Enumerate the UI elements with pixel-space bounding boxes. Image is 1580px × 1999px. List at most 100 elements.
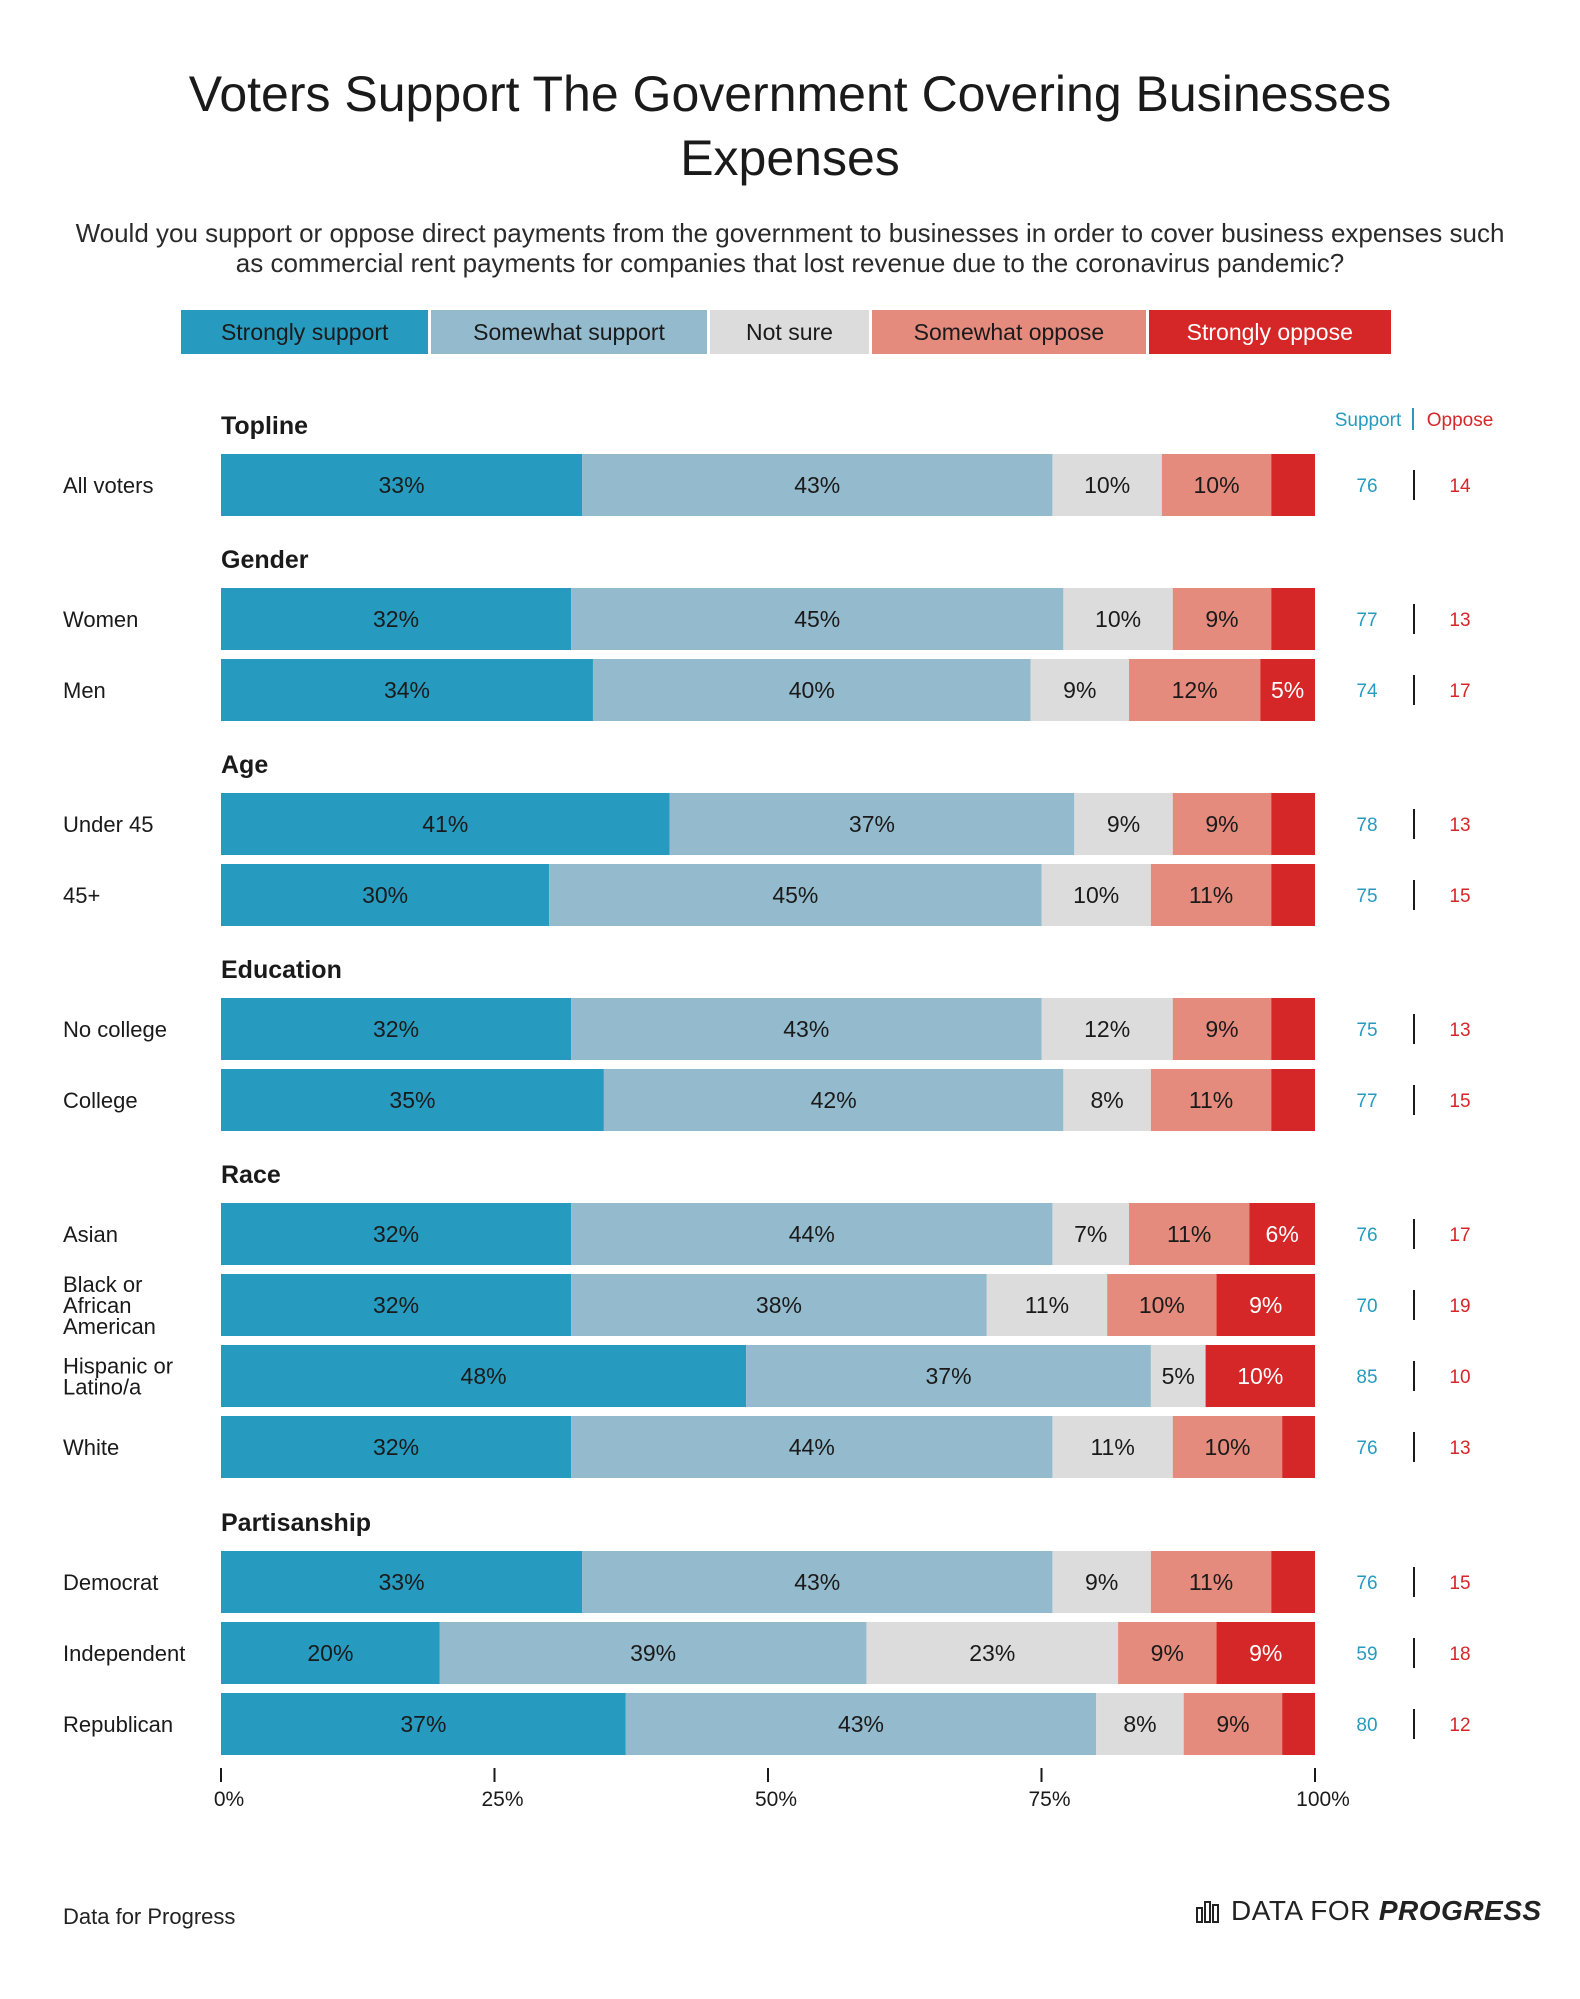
data-label: 30% [362, 882, 408, 908]
data-label: 9% [1216, 1711, 1249, 1737]
data-label: 9% [1085, 1569, 1118, 1595]
oppose-value: 12 [1449, 1715, 1470, 1736]
data-label: 40% [789, 677, 835, 703]
group-heading: Partisanship [221, 1509, 371, 1537]
data-label: 11% [1189, 1087, 1233, 1113]
row-separator [1413, 880, 1415, 910]
data-label: 11% [1167, 1221, 1211, 1247]
bar-segment [1172, 1416, 1283, 1478]
support-value: 77 [1356, 1091, 1377, 1112]
row-separator [1413, 1361, 1415, 1391]
bar-segment [221, 998, 572, 1060]
bar-segment [592, 659, 1031, 721]
row-label: American [63, 1314, 156, 1339]
row-separator [1413, 809, 1415, 839]
bar-segment [1271, 588, 1315, 650]
oppose-value: 15 [1449, 886, 1470, 907]
data-label: 9% [1249, 1640, 1282, 1666]
x-tick-label: 0% [214, 1788, 244, 1811]
oppose-value: 17 [1449, 681, 1470, 702]
data-label: 8% [1091, 1087, 1124, 1113]
data-label: 10% [1073, 882, 1119, 908]
data-label: 44% [789, 1221, 835, 1247]
support-value: 74 [1356, 681, 1378, 702]
row-label: Independent [63, 1641, 185, 1666]
x-tick [220, 1768, 222, 1782]
data-label: 32% [373, 1292, 419, 1318]
bar-segment [1249, 1203, 1315, 1265]
data-label: 10% [1084, 472, 1130, 498]
bar-segment [221, 1416, 572, 1478]
bar-segment [549, 864, 1042, 926]
bar-segment [1271, 1551, 1315, 1613]
data-label: 9% [1107, 811, 1140, 837]
data-label: 32% [373, 606, 419, 632]
row-label: Asian [63, 1222, 118, 1247]
brand-logo: DATA FOR PROGRESS [1195, 1895, 1542, 1927]
row-label: Democrat [63, 1570, 158, 1595]
group-heading: Topline [221, 412, 308, 440]
header-separator [1412, 408, 1414, 430]
bar-segment [746, 1345, 1151, 1407]
bar-segment [1052, 1203, 1130, 1265]
bar-segment [1129, 1203, 1250, 1265]
support-value: 77 [1356, 610, 1377, 631]
oppose-header: Oppose [1427, 410, 1494, 431]
row-separator [1413, 1638, 1415, 1668]
row-separator [1413, 470, 1415, 500]
bar-segment [1052, 454, 1162, 516]
row-label: Hispanic or [63, 1354, 173, 1379]
data-label: 10% [1095, 606, 1141, 632]
data-label: 48% [461, 1363, 507, 1389]
support-value: 76 [1356, 476, 1377, 497]
legend-item: Not sure [709, 310, 870, 354]
data-label: 5% [1162, 1363, 1195, 1389]
bar-segment [221, 1693, 626, 1755]
legend-item: Somewhat oppose [872, 310, 1146, 354]
oppose-value: 10 [1449, 1367, 1470, 1388]
data-label: 43% [794, 472, 840, 498]
bar-segment [603, 1069, 1064, 1131]
data-label: 37% [925, 1363, 971, 1389]
bar-segment [221, 1274, 572, 1336]
bar-segment [1096, 1693, 1184, 1755]
bar-segment [1282, 1416, 1315, 1478]
data-label: 37% [400, 1711, 446, 1737]
support-value: 76 [1356, 1573, 1377, 1594]
data-label: 32% [373, 1016, 419, 1042]
row-label: White [63, 1435, 119, 1460]
bar-segment [1271, 998, 1315, 1060]
data-label: 10% [1139, 1292, 1185, 1318]
support-value: 76 [1356, 1225, 1377, 1246]
bar-segment [1063, 588, 1173, 650]
oppose-value: 13 [1449, 610, 1470, 631]
data-label: 10% [1204, 1434, 1250, 1460]
data-label: 43% [794, 1569, 840, 1595]
bar-segment [571, 1274, 987, 1336]
oppose-value: 13 [1449, 815, 1470, 836]
data-label: 39% [630, 1640, 676, 1666]
oppose-value: 19 [1449, 1296, 1470, 1317]
support-value: 80 [1356, 1715, 1377, 1736]
support-value: 85 [1356, 1367, 1377, 1388]
bar-segment [1074, 793, 1173, 855]
row-separator [1413, 1219, 1415, 1249]
x-tick [493, 1768, 496, 1782]
row-label: Women [63, 607, 138, 632]
data-label: 23% [969, 1640, 1015, 1666]
legend-item: Somewhat support [431, 310, 707, 354]
oppose-value: 14 [1449, 476, 1471, 497]
legend: Strongly support Somewhat support Not sure… [181, 310, 1394, 354]
row-separator [1413, 1432, 1415, 1462]
row-label: African [63, 1293, 131, 1318]
x-tick-label: 75% [1028, 1788, 1070, 1811]
bar-segment [1183, 1693, 1283, 1755]
support-header: Support [1335, 410, 1402, 431]
group-heading: Age [221, 751, 268, 779]
row-separator [1413, 1085, 1415, 1115]
chart-subtitle: Would you support or oppose direct payme… [75, 218, 1505, 278]
data-label: 41% [422, 811, 468, 837]
bar-segment [1129, 659, 1261, 721]
x-tick-label: 25% [481, 1788, 523, 1811]
